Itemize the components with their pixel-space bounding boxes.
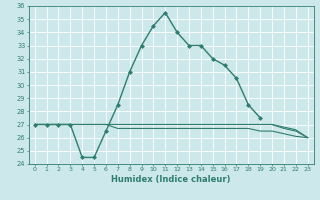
- X-axis label: Humidex (Indice chaleur): Humidex (Indice chaleur): [111, 175, 231, 184]
